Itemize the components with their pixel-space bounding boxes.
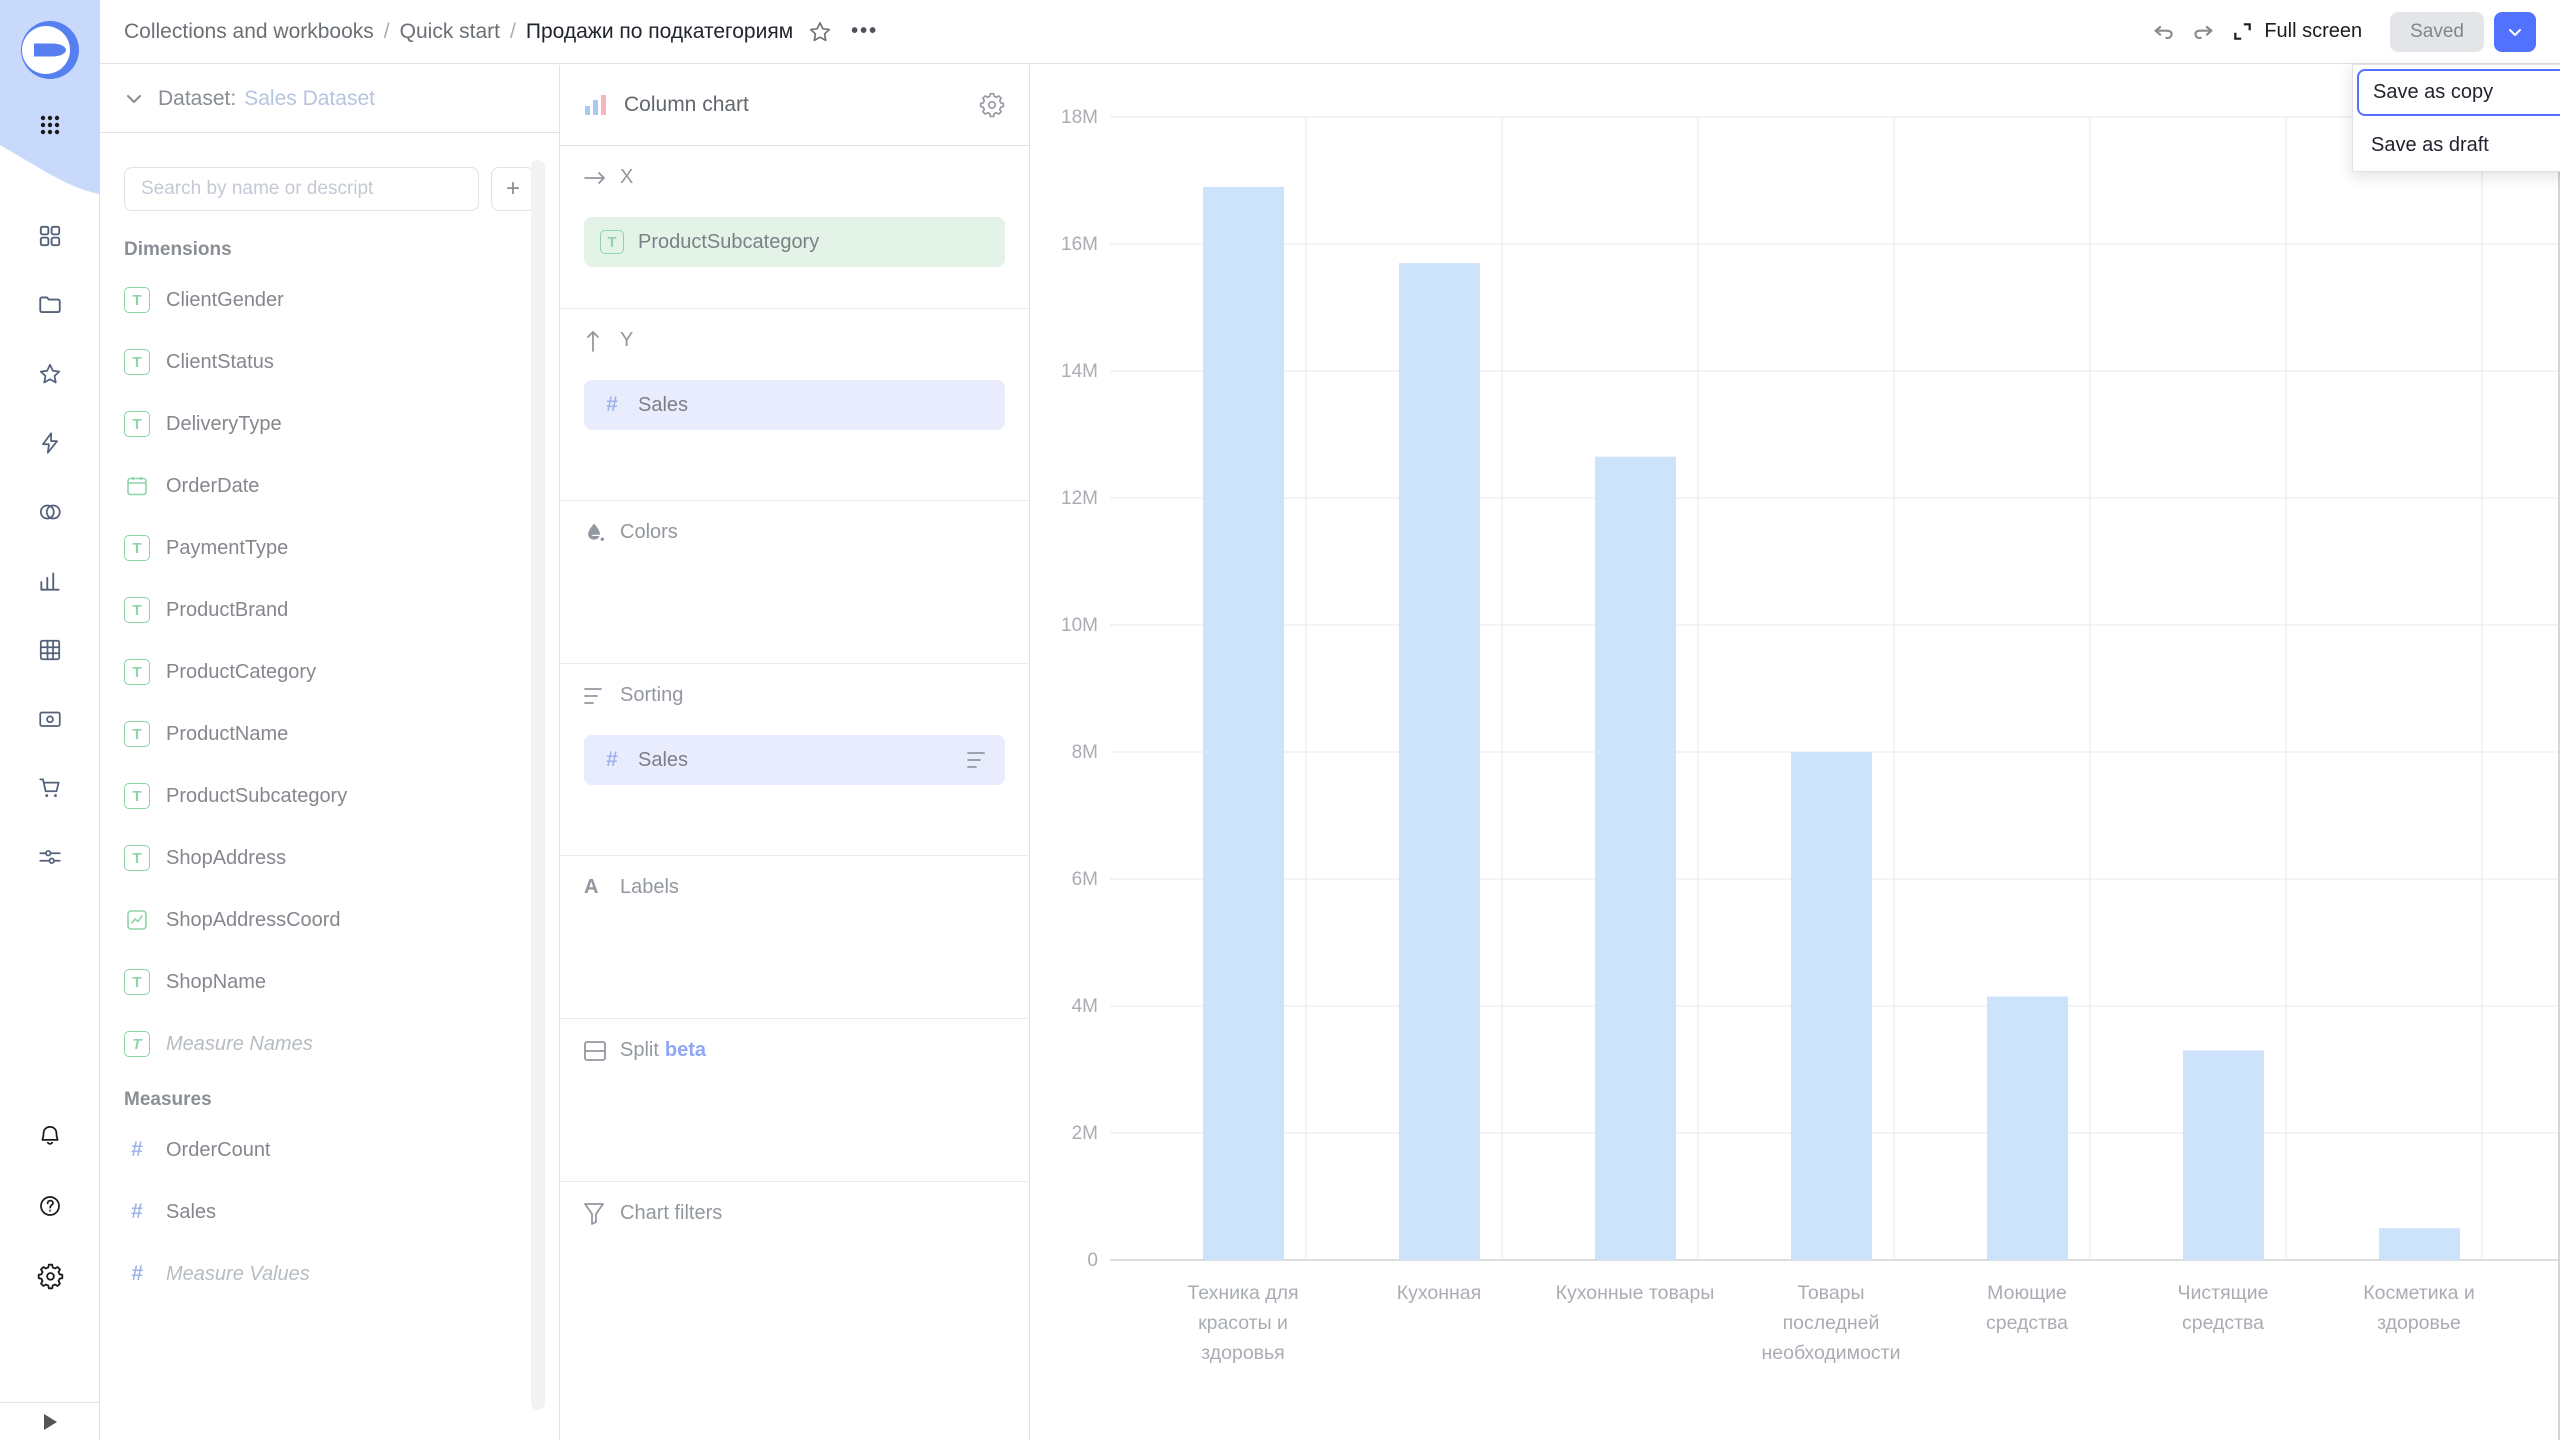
- svg-text:необходимости: необходимости: [1761, 1342, 1900, 1364]
- svg-text:0: 0: [1087, 1250, 1098, 1271]
- svg-text:Техника для: Техника для: [1187, 1282, 1298, 1304]
- svg-text:18M: 18M: [1061, 107, 1098, 128]
- svg-text:12M: 12M: [1061, 488, 1098, 509]
- svg-text:4M: 4M: [1072, 996, 1098, 1017]
- svg-text:Чистящие: Чистящие: [2178, 1282, 2269, 1304]
- svg-text:Кухонные товары: Кухонные товары: [1556, 1282, 1715, 1304]
- svg-text:средства: средства: [2182, 1312, 2264, 1334]
- svg-text:здоровья: здоровья: [1201, 1342, 1285, 1364]
- svg-text:2M: 2M: [1072, 1123, 1098, 1144]
- svg-text:Кухонная: Кухонная: [1397, 1282, 1481, 1304]
- svg-text:здоровье: здоровье: [2377, 1312, 2461, 1334]
- svg-text:10M: 10M: [1061, 615, 1098, 636]
- svg-text:8M: 8M: [1072, 742, 1098, 763]
- svg-text:Косметика и: Косметика и: [2363, 1282, 2475, 1304]
- svg-text:6M: 6M: [1072, 869, 1098, 890]
- svg-text:последней: последней: [1783, 1312, 1880, 1334]
- svg-text:средства: средства: [1986, 1312, 2068, 1334]
- svg-text:Моющие: Моющие: [1987, 1282, 2067, 1304]
- svg-text:14M: 14M: [1061, 361, 1098, 382]
- svg-text:Товары: Товары: [1797, 1282, 1864, 1304]
- svg-text:красоты и: красоты и: [1198, 1312, 1288, 1334]
- svg-text:16M: 16M: [1061, 234, 1098, 255]
